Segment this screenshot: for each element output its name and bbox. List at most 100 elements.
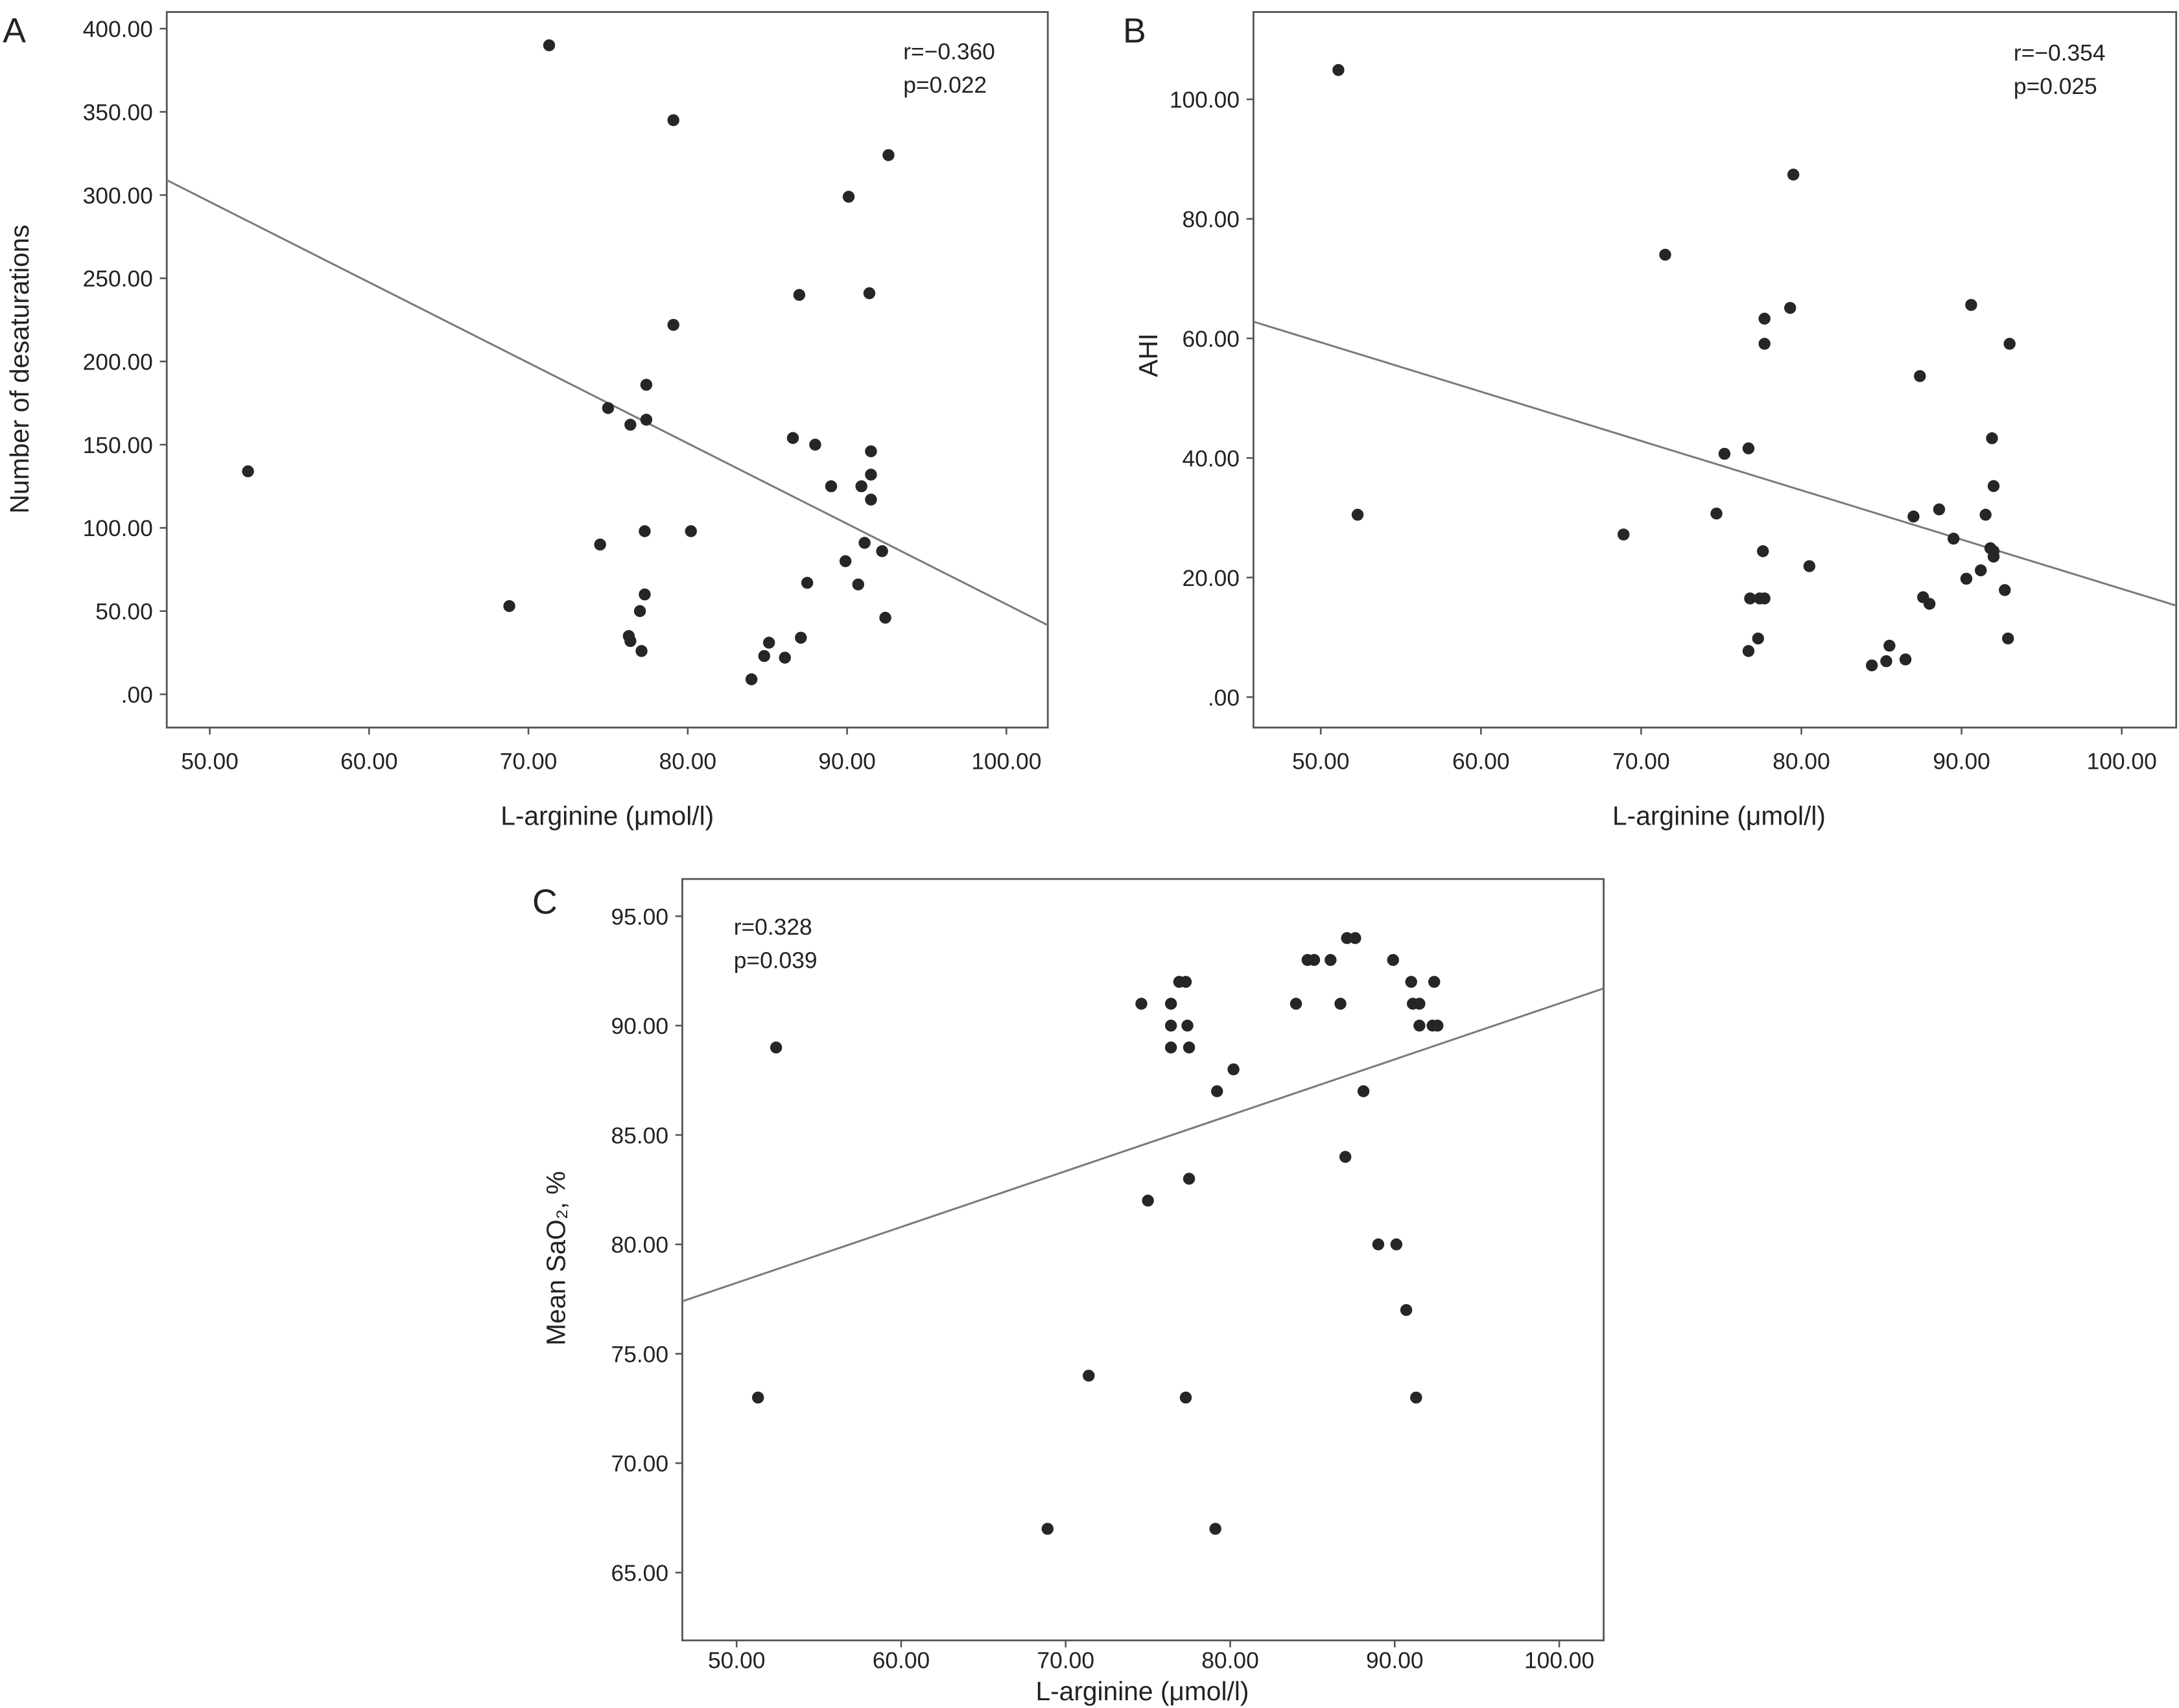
data-point bbox=[2002, 632, 2014, 645]
data-point bbox=[685, 525, 697, 537]
data-point bbox=[1179, 976, 1192, 988]
data-point bbox=[667, 318, 679, 331]
y-tick-label: 100.00 bbox=[83, 516, 153, 541]
y-tick-label: 50.00 bbox=[95, 600, 153, 625]
data-point bbox=[1083, 1370, 1095, 1382]
data-point bbox=[1290, 998, 1302, 1010]
data-point bbox=[1431, 1020, 1444, 1032]
x-tick-label: 60.00 bbox=[340, 749, 398, 775]
data-point bbox=[793, 288, 806, 301]
y-tick-label: 40.00 bbox=[1182, 446, 1240, 471]
data-point bbox=[1987, 480, 2000, 493]
data-point bbox=[1965, 299, 1977, 311]
data-point bbox=[801, 576, 814, 589]
data-point bbox=[639, 525, 651, 537]
x-tick-label: 80.00 bbox=[1773, 749, 1830, 775]
data-point bbox=[1135, 998, 1148, 1010]
data-point bbox=[1209, 1523, 1221, 1535]
data-point bbox=[1405, 976, 1417, 988]
data-point bbox=[1164, 1020, 1177, 1032]
x-tick-label: 50.00 bbox=[181, 749, 239, 775]
data-point bbox=[1351, 508, 1364, 521]
x-tick-label: 90.00 bbox=[1933, 749, 1990, 775]
y-axis-label: Mean SaO₂, % bbox=[541, 1171, 571, 1346]
data-point bbox=[1164, 1041, 1177, 1054]
data-point bbox=[635, 645, 648, 657]
data-point bbox=[825, 480, 838, 493]
data-point bbox=[809, 438, 821, 451]
y-tick-label: 80.00 bbox=[1182, 207, 1240, 232]
x-tick-label: 100.00 bbox=[1524, 1648, 1594, 1674]
r-value-annotation: r=−0.354 bbox=[2014, 41, 2106, 66]
data-point bbox=[1041, 1523, 1054, 1535]
regression-line bbox=[1253, 320, 2177, 607]
data-point bbox=[543, 39, 556, 52]
panel-b: 50.00 60.00 70.00 80.00 90.00 100.00 .00 20.00 4… bbox=[1123, 11, 2178, 830]
panel-a: 50.00 60.00 70.00 80.00 90.00 100.00 .00 50.00 1… bbox=[3, 11, 1049, 830]
p-value-annotation: p=0.025 bbox=[2014, 74, 2097, 99]
data-point bbox=[1987, 550, 2000, 563]
data-point bbox=[1752, 632, 1765, 645]
regression-line bbox=[681, 987, 1605, 1302]
data-point bbox=[1357, 1085, 1370, 1097]
y-tick-label: 200.00 bbox=[83, 350, 153, 375]
data-point bbox=[633, 605, 646, 617]
y-tick-label: 20.00 bbox=[1182, 566, 1240, 591]
panel-letter: C bbox=[532, 883, 558, 922]
data-point bbox=[855, 480, 867, 493]
y-tick-label: 85.00 bbox=[611, 1123, 668, 1149]
x-tick-label: 50.00 bbox=[708, 1648, 766, 1674]
data-point bbox=[503, 600, 515, 613]
data-point bbox=[1387, 953, 1399, 966]
data-point bbox=[1428, 976, 1441, 988]
data-point bbox=[1907, 510, 1920, 523]
data-point bbox=[1979, 508, 1992, 521]
data-point bbox=[786, 432, 799, 444]
p-value-annotation: p=0.039 bbox=[734, 948, 818, 973]
data-point bbox=[594, 538, 606, 551]
data-point bbox=[1866, 659, 1878, 672]
data-point bbox=[1181, 1020, 1194, 1032]
x-tick-label: 50.00 bbox=[1292, 749, 1350, 775]
x-axis-label: L-arginine (μmol/l) bbox=[1035, 1676, 1249, 1706]
data-point bbox=[1883, 639, 1896, 652]
p-value-annotation: p=0.022 bbox=[903, 73, 987, 98]
data-point bbox=[1659, 248, 1671, 261]
data-point bbox=[1986, 432, 1998, 445]
y-tick-label: 80.00 bbox=[611, 1233, 668, 1258]
y-axis-label: Number of desaturations bbox=[5, 224, 34, 513]
x-tick-label: 90.00 bbox=[1366, 1648, 1424, 1674]
data-point bbox=[852, 578, 864, 591]
data-point bbox=[602, 402, 615, 414]
data-point bbox=[1880, 655, 1892, 668]
data-point bbox=[863, 287, 876, 299]
data-point bbox=[1308, 953, 1321, 966]
data-point bbox=[876, 545, 888, 557]
data-point bbox=[1923, 598, 1936, 610]
data-point bbox=[1742, 645, 1755, 657]
data-point bbox=[1332, 64, 1345, 76]
data-point bbox=[758, 649, 770, 662]
data-point bbox=[1784, 301, 1796, 314]
x-tick-label: 80.00 bbox=[659, 749, 716, 775]
data-point bbox=[1413, 998, 1426, 1010]
data-point bbox=[1975, 564, 1987, 577]
y-tick-label: 400.00 bbox=[83, 17, 153, 42]
data-point bbox=[1899, 653, 1912, 666]
data-point bbox=[762, 637, 775, 649]
x-tick-label: 100.00 bbox=[971, 749, 1041, 775]
data-point bbox=[1349, 932, 1361, 944]
data-point bbox=[839, 555, 852, 567]
plot-frame bbox=[1253, 11, 2178, 729]
data-point bbox=[624, 418, 637, 431]
data-point bbox=[858, 537, 871, 549]
plot-frame bbox=[681, 878, 1605, 1642]
x-tick-label: 70.00 bbox=[1037, 1648, 1095, 1674]
data-point bbox=[1325, 953, 1337, 966]
data-point bbox=[865, 493, 877, 506]
data-point bbox=[1618, 528, 1630, 541]
x-tick-label: 60.00 bbox=[873, 1648, 930, 1674]
data-point bbox=[1390, 1238, 1403, 1250]
data-point bbox=[795, 631, 807, 644]
data-point bbox=[1164, 998, 1177, 1010]
